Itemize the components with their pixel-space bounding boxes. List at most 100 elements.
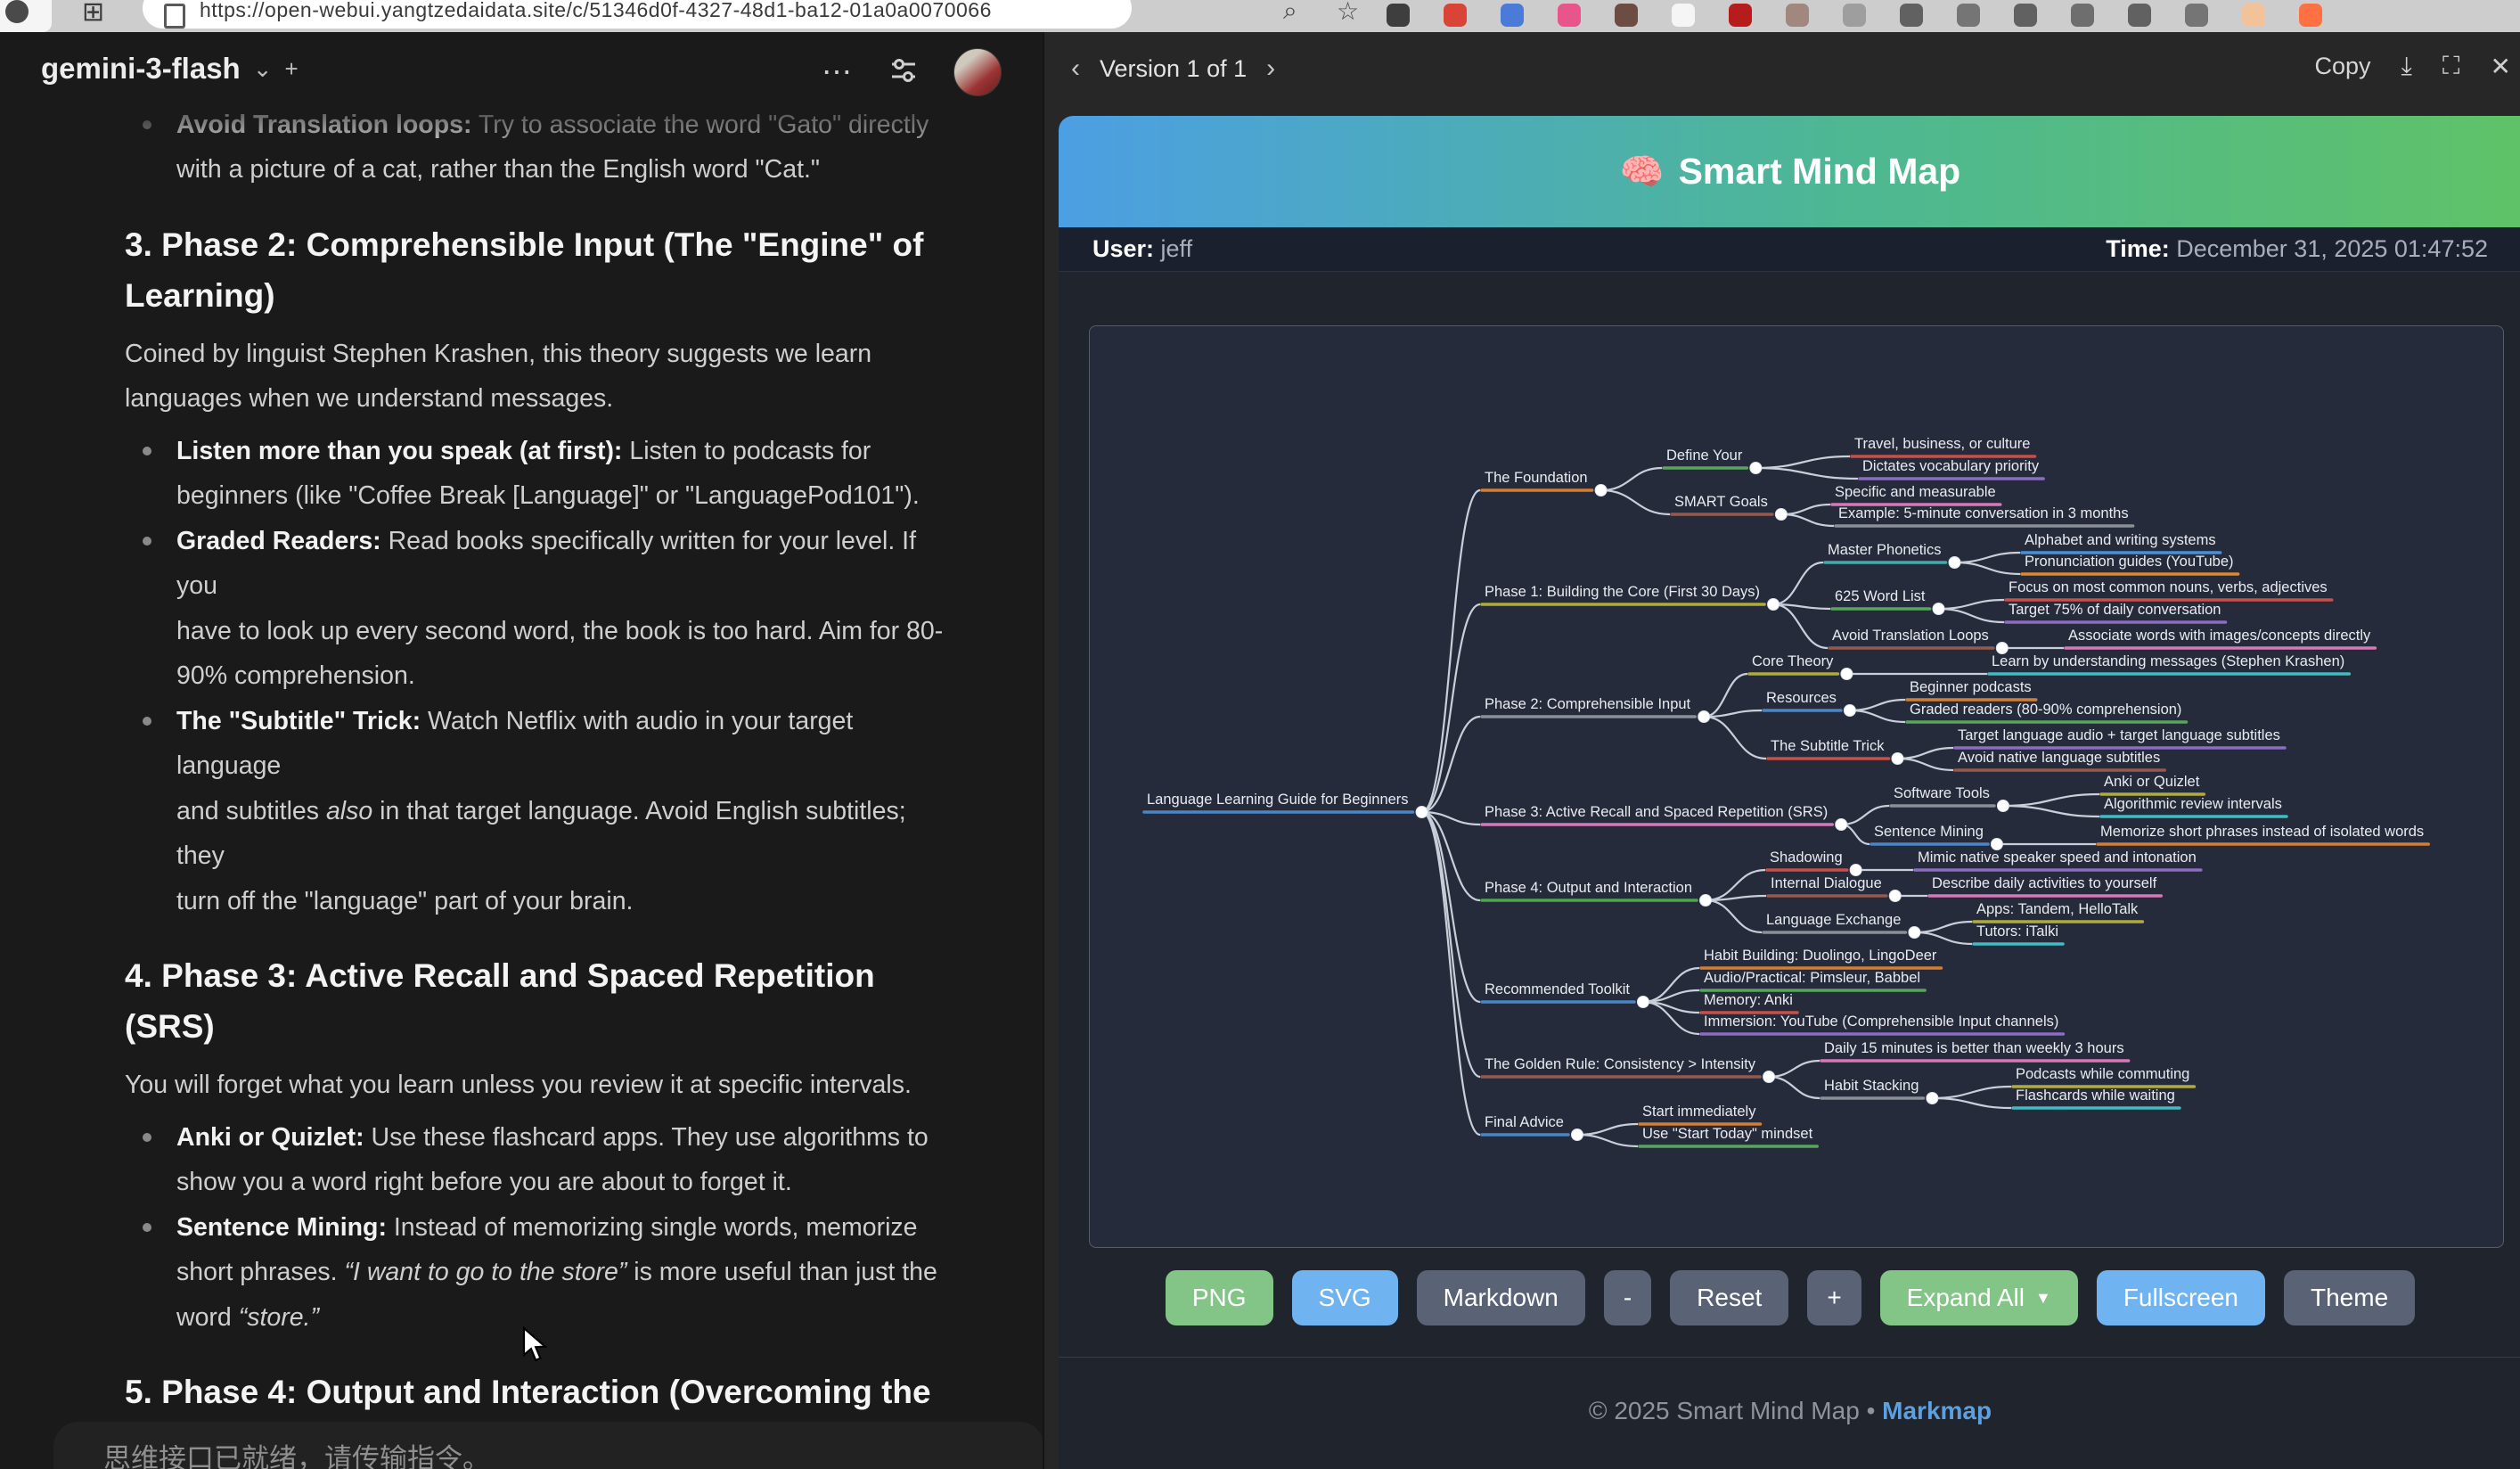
- mindmap-node-toggle[interactable]: [1570, 1128, 1583, 1141]
- pinned-tab[interactable]: [0, 0, 52, 32]
- address-bar[interactable]: https://open-webui.yangtzedaidata.site/c…: [143, 0, 1132, 29]
- extension-icon-13[interactable]: [2128, 4, 2151, 27]
- mindmap-node[interactable]: Master Phonetics: [1828, 542, 1941, 558]
- mindmap-node[interactable]: Apps: Tandem, HelloTalk: [1976, 901, 2139, 917]
- mindmap-node-toggle[interactable]: [1698, 710, 1711, 723]
- mindmap-node[interactable]: Start immediately: [1642, 1104, 1756, 1120]
- mindmap-node[interactable]: Anki or Quizlet: [2104, 774, 2200, 790]
- mindmap-node-toggle[interactable]: [1948, 556, 1961, 569]
- mindmap-node-toggle[interactable]: [1932, 603, 1945, 615]
- mindmap-node[interactable]: Software Tools: [1894, 785, 1990, 801]
- markmap-link[interactable]: Markmap: [1882, 1397, 1992, 1424]
- mindmap-node-toggle[interactable]: [1415, 806, 1428, 818]
- extension-icon-4[interactable]: [1615, 4, 1638, 27]
- mindmap-node[interactable]: Algorithmic review intervals: [2104, 796, 2282, 812]
- prev-version-icon[interactable]: ‹: [1071, 53, 1080, 83]
- mindmap-node-toggle[interactable]: [1926, 1092, 1939, 1104]
- mindmap-node[interactable]: Habit Stacking: [1824, 1078, 1919, 1094]
- mindmap-node[interactable]: Describe daily activities to yourself: [1932, 875, 2157, 891]
- extension-icon-11[interactable]: [2014, 4, 2037, 27]
- mindmap-node-toggle[interactable]: [1749, 462, 1763, 474]
- bookmark-star-icon[interactable]: ☆: [1337, 0, 1360, 25]
- mindmap-node-toggle[interactable]: [1891, 752, 1904, 765]
- extension-icon-16[interactable]: [2299, 4, 2322, 27]
- button-svg[interactable]: SVG: [1291, 1270, 1398, 1325]
- mindmap-node[interactable]: Dictates vocabulary priority: [1862, 458, 2040, 474]
- avatar[interactable]: [953, 48, 1002, 96]
- mindmap-node-toggle[interactable]: [1767, 598, 1780, 611]
- button-theme[interactable]: Theme: [2284, 1270, 2416, 1325]
- copy-button[interactable]: Copy: [2314, 53, 2371, 79]
- download-icon[interactable]: ⤓: [2401, 52, 2412, 79]
- extension-icon-10[interactable]: [1957, 4, 1980, 27]
- mindmap-node[interactable]: Shadowing: [1770, 849, 1843, 866]
- chat-input[interactable]: 思维接口已就绪，请传输指令。: [53, 1422, 1043, 1469]
- extension-icon-2[interactable]: [1501, 4, 1524, 27]
- mindmap-viewport[interactable]: Language Learning Guide for Beginners The…: [1089, 325, 2504, 1248]
- next-version-icon[interactable]: ›: [1266, 53, 1276, 83]
- mindmap-node-toggle[interactable]: [1840, 668, 1853, 680]
- mindmap-node[interactable]: Travel, business, or culture: [1854, 436, 2030, 452]
- extension-icon-7[interactable]: [1786, 4, 1809, 27]
- mindmap-node[interactable]: Target language audio + target language …: [1958, 727, 2280, 743]
- mindmap-node[interactable]: Tutors: iTalki: [1976, 923, 2058, 940]
- mindmap-node[interactable]: Alphabet and writing systems: [2025, 532, 2216, 548]
- overflow-menu-icon[interactable]: ⋯: [822, 55, 854, 89]
- mindmap-node-toggle[interactable]: [1888, 890, 1902, 902]
- mindmap-node-toggle[interactable]: [1843, 704, 1856, 717]
- extension-icon-5[interactable]: [1672, 4, 1695, 27]
- mindmap-node[interactable]: Associate words with images/concepts dir…: [2068, 628, 2371, 644]
- mindmap-node-toggle[interactable]: [1849, 864, 1862, 876]
- extension-icon-1[interactable]: [1444, 4, 1467, 27]
- mindmap-node[interactable]: Core Theory: [1752, 653, 1834, 669]
- mindmap-node[interactable]: Resources: [1766, 690, 1837, 706]
- mindmap-node[interactable]: Sentence Mining: [1874, 824, 1984, 840]
- button-fullscreen[interactable]: Fullscreen: [2096, 1270, 2265, 1325]
- expand-icon[interactable]: ⛶: [2442, 52, 2460, 79]
- mindmap-node[interactable]: Beginner podcasts: [1910, 679, 2032, 695]
- mindmap-node[interactable]: Podcasts while commuting: [2016, 1066, 2189, 1082]
- mindmap-node[interactable]: Language Exchange: [1766, 912, 1901, 928]
- tab-groups-icon[interactable]: ⊞: [82, 0, 105, 27]
- mindmap-node[interactable]: Daily 15 minutes is better than weekly 3…: [1824, 1040, 2124, 1056]
- extension-icon-9[interactable]: [1900, 4, 1923, 27]
- extension-icon-0[interactable]: [1387, 4, 1410, 27]
- mindmap-node[interactable]: Focus on most common nouns, verbs, adjec…: [2009, 579, 2328, 595]
- mindmap-node[interactable]: Phase 1: Building the Core (First 30 Day…: [1485, 584, 1760, 600]
- button-reset[interactable]: Reset: [1670, 1270, 1789, 1325]
- mindmap-svg[interactable]: Language Learning Guide for Beginners The…: [1089, 325, 2504, 1248]
- mindmap-node[interactable]: Avoid native language subtitles: [1958, 750, 2160, 766]
- mindmap-node[interactable]: Audio/Practical: Pimsleur, Babbel: [1704, 970, 1920, 986]
- url-text[interactable]: https://open-webui.yangtzedaidata.site/c…: [200, 0, 992, 21]
- chevron-down-icon[interactable]: ⌄: [252, 54, 273, 82]
- extension-icon-15[interactable]: [2242, 4, 2265, 27]
- mindmap-node-toggle[interactable]: [1636, 996, 1649, 1008]
- mindmap-node[interactable]: Use "Start Today" mindset: [1642, 1126, 1813, 1142]
- mindmap-node[interactable]: Phase 3: Active Recall and Spaced Repeti…: [1485, 804, 1828, 820]
- mindmap-node[interactable]: Flashcards while waiting: [2016, 1087, 2175, 1104]
- mindmap-node-toggle[interactable]: [1774, 508, 1788, 521]
- button-markdown[interactable]: Markdown: [1416, 1270, 1585, 1325]
- button-png[interactable]: PNG: [1165, 1270, 1273, 1325]
- mindmap-node-toggle[interactable]: [1995, 642, 2009, 654]
- mindmap-node[interactable]: Specific and measurable: [1835, 484, 1996, 500]
- mindmap-node-toggle[interactable]: [1699, 894, 1712, 907]
- mindmap-node[interactable]: Language Learning Guide for Beginners: [1147, 792, 1409, 808]
- close-icon[interactable]: ✕: [2490, 53, 2511, 80]
- mindmap-node[interactable]: Example: 5-minute conversation in 3 mont…: [1838, 505, 2129, 521]
- mindmap-node[interactable]: The Golden Rule: Consistency > Intensity: [1485, 1056, 1756, 1072]
- mindmap-node[interactable]: Memory: Anki: [1704, 992, 1793, 1008]
- mindmap-node[interactable]: SMART Goals: [1674, 494, 1768, 510]
- mindmap-node[interactable]: The Subtitle Trick: [1771, 738, 1885, 754]
- mindmap-node[interactable]: Phase 2: Comprehensible Input: [1485, 696, 1691, 712]
- mindmap-node-toggle[interactable]: [1908, 926, 1921, 939]
- mindmap-node[interactable]: Define Your: [1666, 447, 1743, 464]
- mindmap-node[interactable]: Memorize short phrases instead of isolat…: [2100, 824, 2424, 840]
- mindmap-node[interactable]: Phase 4: Output and Interaction: [1485, 880, 1692, 896]
- mindmap-node-toggle[interactable]: [1763, 1071, 1776, 1083]
- extension-icon-14[interactable]: [2185, 4, 2208, 27]
- mindmap-node[interactable]: Pronunciation guides (YouTube): [2025, 554, 2234, 570]
- extension-icon-8[interactable]: [1843, 4, 1866, 27]
- mindmap-node[interactable]: Avoid Translation Loops: [1832, 628, 1989, 644]
- mindmap-node-toggle[interactable]: [1996, 800, 2009, 812]
